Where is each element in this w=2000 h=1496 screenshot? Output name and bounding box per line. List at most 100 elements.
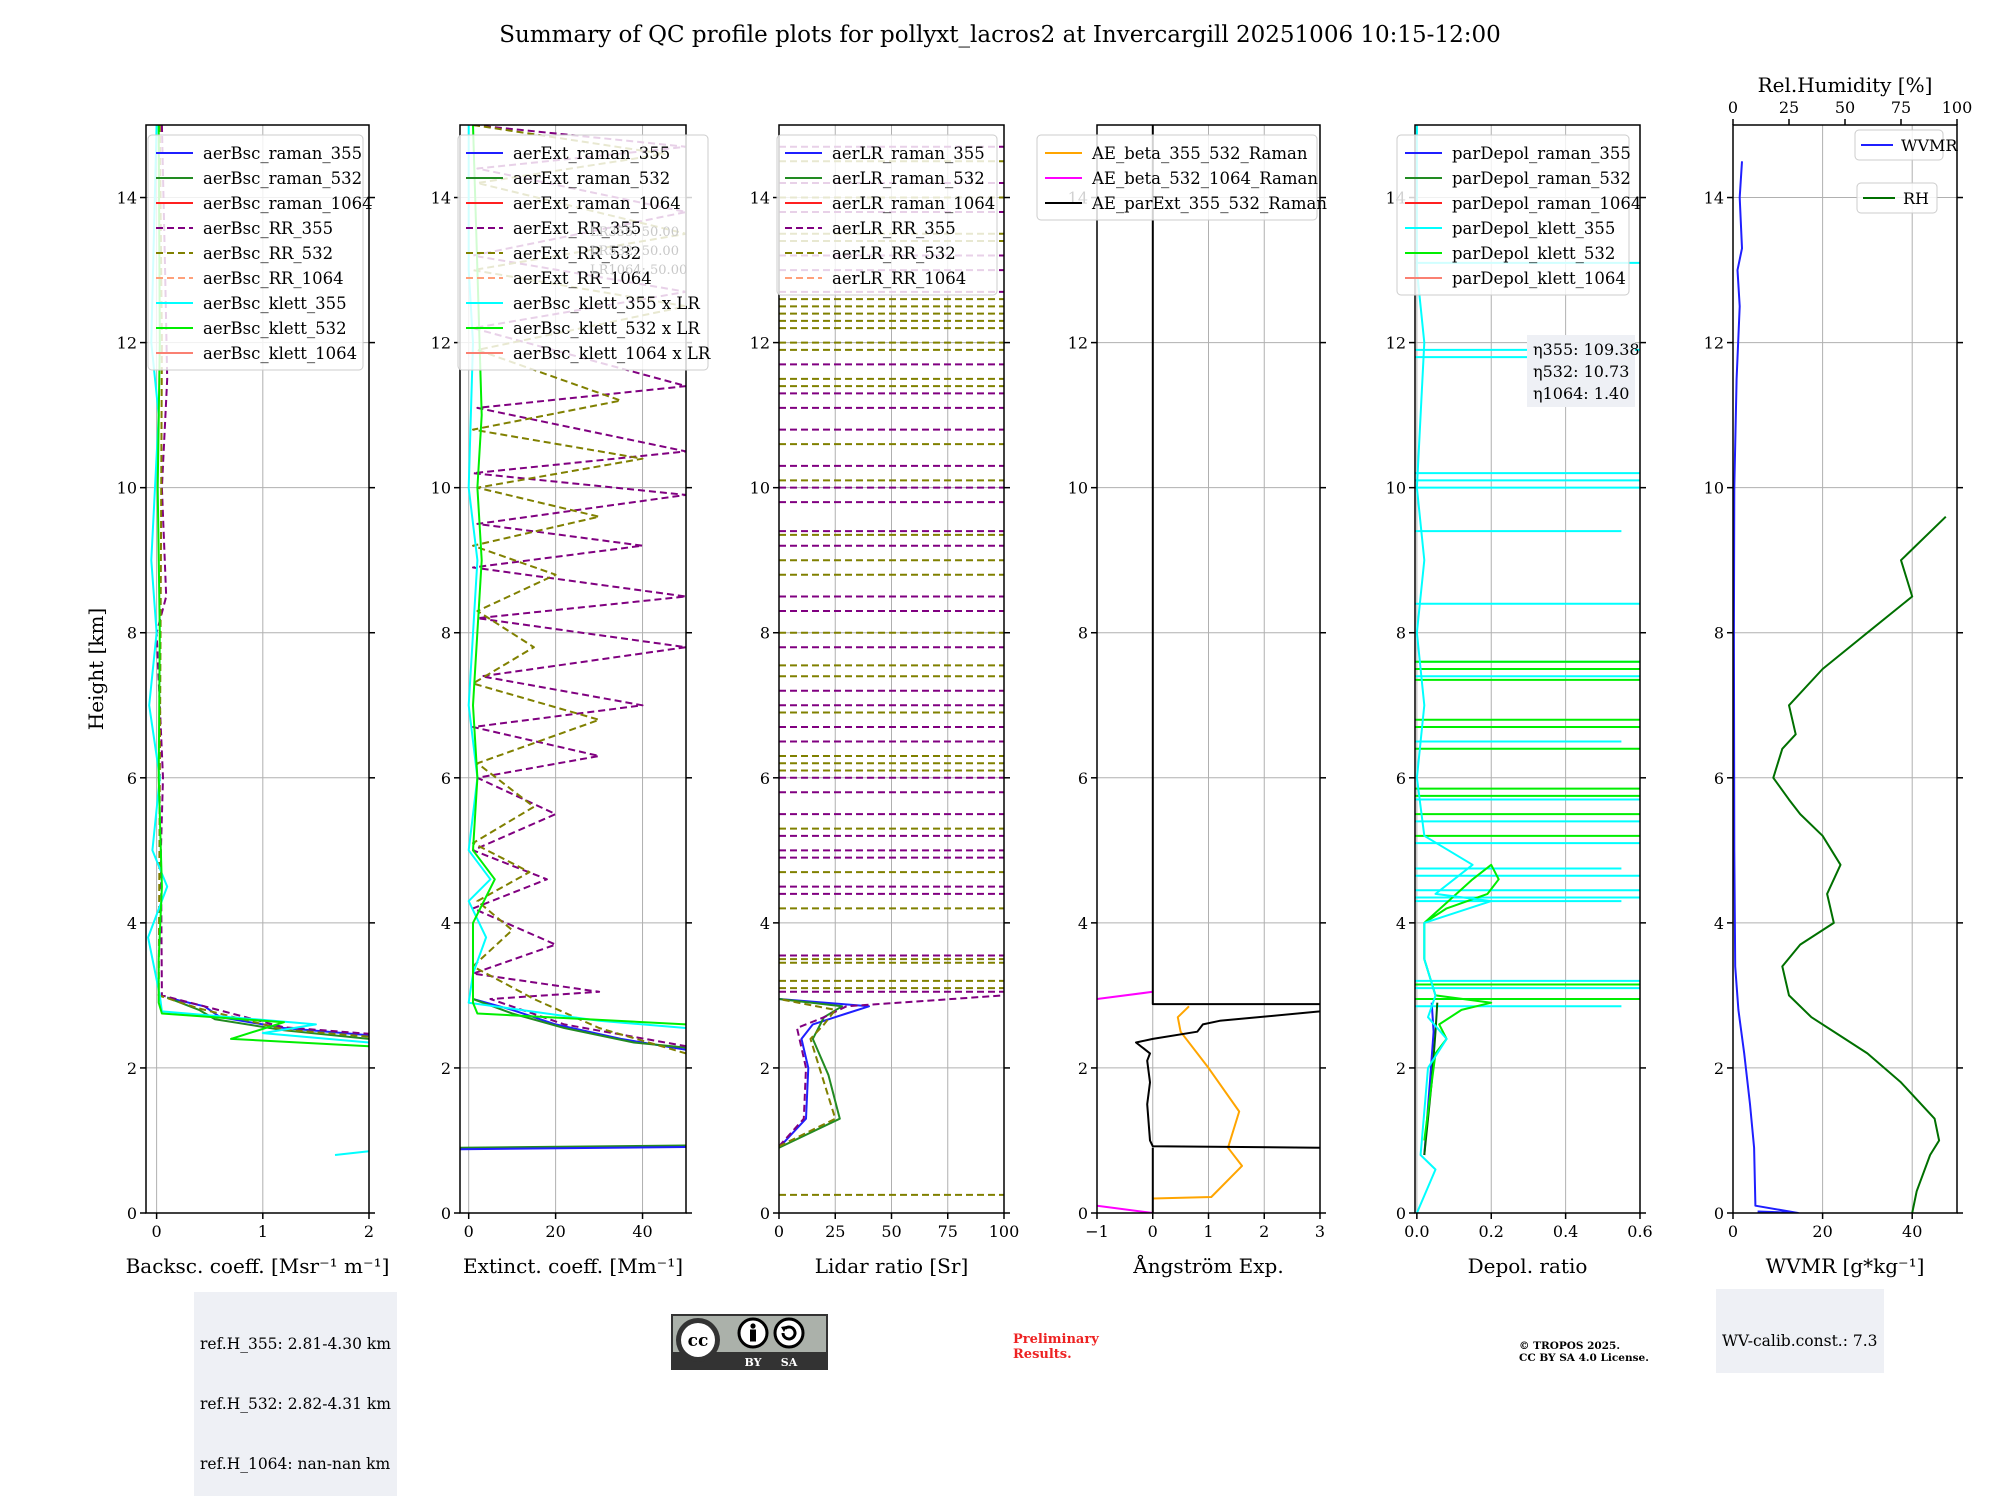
ref-height-355: ref.H_355: 2.81-4.30 km (200, 1335, 391, 1353)
series-aerbsc-klett-355-x-lr (467, 125, 686, 1029)
legend-label: aerLR_RR_355 (832, 219, 956, 238)
y-tick-label: 14 (117, 189, 137, 208)
y-tick-label: 14 (750, 189, 770, 208)
x-axis-label: Lidar ratio [Sr] (815, 1254, 969, 1278)
legend-label: aerExt_raman_1064 (513, 194, 681, 213)
y-tick-label: 10 (1068, 479, 1088, 498)
x2-tick-label: 50 (1835, 98, 1855, 117)
legend-label: parDepol_klett_1064 (1452, 269, 1626, 288)
legend-label: aerBsc_RR_1064 (203, 269, 344, 288)
legend-label: aerLR_raman_355 (832, 144, 985, 163)
preliminary-results-note: Preliminary Results. (1013, 1332, 1099, 1362)
x-tick-label: 0 (774, 1222, 784, 1241)
y-tick-label: 12 (750, 334, 770, 353)
series-ae-beta-355-532-raman (1152, 1005, 1243, 1200)
x-tick-label: 1 (1203, 1222, 1213, 1241)
legend-box (1856, 182, 1938, 214)
legend-label: RH (1903, 189, 1929, 208)
x-tick-label: 0 (1728, 1222, 1738, 1241)
cc-by-sa-icon: cc BY SA (671, 1314, 828, 1370)
y-tick-label: 6 (127, 769, 137, 788)
legend-label: aerLR_raman_532 (832, 169, 985, 188)
y-tick-label: 4 (760, 914, 770, 933)
legend-label: AE_parExt_355_532_Raman (1091, 194, 1327, 213)
x-tick-label: 0 (1148, 1222, 1158, 1241)
y-tick-label: 14 (431, 189, 451, 208)
series-aerlr-raman-355 (779, 998, 870, 1149)
y-tick-label: 0 (1714, 1204, 1724, 1223)
copyright-line-2: CC BY SA 4.0 License. (1519, 1352, 1649, 1364)
panel-lidar_ratio: 0 25 50 75 100 0 2 4 6 8 10 12 14 Lidar ratio [Sr] aer… (750, 124, 1020, 1278)
wv-calib-text: WV-calib.const.: 7.3 (1722, 1332, 1878, 1350)
legend-label: aerBsc_klett_355 x LR (513, 294, 700, 313)
y-tick-label: 12 (431, 334, 451, 353)
y-tick-label: 0 (760, 1204, 770, 1223)
y-tick-label: 10 (1704, 479, 1724, 498)
x-axis-label: Extinct. coeff. [Mm⁻¹] (463, 1254, 683, 1278)
y-tick-label: 10 (117, 479, 137, 498)
series-ae-parext-355-532-raman-upper (1151, 125, 1320, 1006)
ref-height-1064: ref.H_1064: nan-nan km (200, 1455, 391, 1473)
axes-frame (1414, 124, 1641, 1214)
legend-label: aerBsc_raman_532 (203, 169, 362, 188)
x-axis-label: Ångström Exp. (1132, 1253, 1283, 1278)
legend-label: WVMR (1901, 136, 1958, 155)
legend-label: aerLR_RR_532 (832, 244, 956, 263)
x-axis-label: WVMR [g*kg⁻¹] (1766, 1254, 1925, 1278)
x2-axis-label: Rel.Humidity [%] (1758, 73, 1933, 97)
x-tick-label: 3 (1315, 1222, 1325, 1241)
y-axis-label: Height [km] (84, 608, 108, 730)
y-tick-label: 12 (1068, 334, 1088, 353)
y-tick-label: 6 (1078, 769, 1088, 788)
series-aerext-rr-355 (472, 125, 686, 1048)
series-rh (1772, 515, 1947, 1213)
legend-box (147, 134, 364, 371)
y-tick-label: 12 (1704, 334, 1724, 353)
y-tick-label: 12 (117, 334, 137, 353)
legend-label: parDepol_raman_355 (1452, 144, 1631, 163)
legend-label: aerExt_RR_1064 (513, 269, 652, 288)
y-tick-label: 4 (1396, 914, 1406, 933)
legend-label: aerLR_RR_1064 (832, 269, 966, 288)
y-tick-label: 8 (127, 624, 137, 643)
x-tick-label: 0.0 (1404, 1222, 1429, 1241)
series-aerlr-raman-532 (779, 998, 843, 1149)
y-tick-label: 8 (441, 624, 451, 643)
y-tick-label: 8 (1396, 624, 1406, 643)
x-tick-label: 0.6 (1627, 1222, 1652, 1241)
series-aerext-raman-532-low (460, 1144, 686, 1149)
lr-label: LR1064: 50.00 (590, 263, 687, 278)
y-tick-label: 0 (1396, 1204, 1406, 1223)
y-tick-label: 2 (1396, 1059, 1406, 1078)
series-aerbsc-klett-532-x-lr (472, 125, 686, 1026)
x-tick-label: 40 (1902, 1222, 1922, 1241)
x2-tick-label: 75 (1891, 98, 1911, 117)
plot-area (1733, 161, 1947, 1213)
svg-text:cc: cc (688, 1331, 709, 1351)
y-tick-label: 2 (760, 1059, 770, 1078)
y-tick-label: 12 (1386, 334, 1406, 353)
x-tick-label: 100 (989, 1222, 1020, 1241)
legend-box (1036, 134, 1318, 221)
legend-label: parDepol_raman_532 (1452, 169, 1631, 188)
y-tick-label: 6 (760, 769, 770, 788)
series-aerlr-rr-532 (779, 998, 837, 1148)
legend-label: aerBsc_klett_532 (203, 319, 347, 338)
y-tick-label: 10 (431, 479, 451, 498)
ref-heights-box: ref.H_355: 2.81-4.30 km ref.H_532: 2.82-… (194, 1292, 397, 1496)
x-tick-label: 0 (152, 1222, 162, 1241)
x-tick-label: 20 (1812, 1222, 1832, 1241)
x-tick-label: 20 (545, 1222, 565, 1241)
legend-label: aerBsc_RR_355 (203, 219, 333, 238)
y-tick-label: 8 (1078, 624, 1088, 643)
legend-label: aerExt_raman_355 (513, 144, 670, 163)
legend-label: aerLR_raman_1064 (832, 194, 995, 213)
x-axis-label: Backsc. coeff. [Msr⁻¹ m⁻¹] (126, 1254, 390, 1278)
legend-label: parDepol_klett_532 (1452, 244, 1615, 263)
legend-box (1396, 134, 1630, 296)
series-ae-parext-355-532-raman-mid (1135, 1010, 1320, 1149)
x-tick-label: 0.2 (1479, 1222, 1504, 1241)
series-aerbsc-raman-532 (166, 996, 369, 1040)
